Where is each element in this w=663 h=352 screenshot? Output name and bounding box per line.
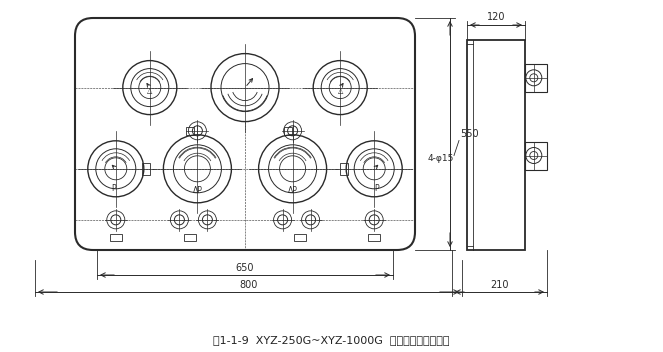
Bar [340,163,348,175]
Text: △: △ [337,88,343,94]
Bar [284,127,292,135]
Bar [184,234,196,241]
Text: 210: 210 [490,280,509,290]
Bar [110,234,122,241]
Text: P: P [111,184,116,193]
Text: 图1-1-9  XYZ-250G~XYZ-1000G  稀油站仪表盘外形图: 图1-1-9 XYZ-250G~XYZ-1000G 稀油站仪表盘外形图 [213,335,450,345]
Bar [467,40,525,250]
Text: P: P [374,184,379,193]
Bar [142,163,150,175]
Text: 650: 650 [236,263,254,273]
Text: 120: 120 [487,12,505,22]
Bar [525,142,547,170]
Bar [294,234,306,241]
Bar [525,64,547,92]
Text: 4-φ15: 4-φ15 [428,154,454,163]
Text: △: △ [147,88,152,94]
Text: ΔP: ΔP [288,186,298,195]
Bar [368,234,380,241]
Text: ΔP: ΔP [192,186,202,195]
Text: 550: 550 [460,129,479,139]
Text: 800: 800 [239,280,258,290]
Bar [186,127,194,135]
